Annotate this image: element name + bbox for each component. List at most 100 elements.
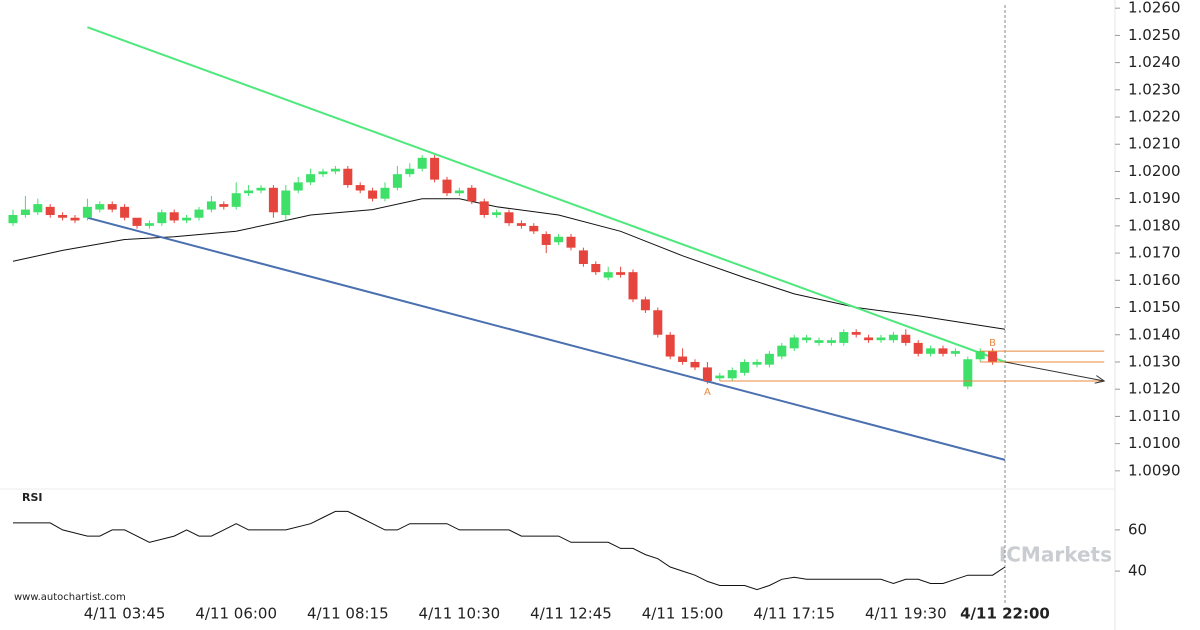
candle-body	[715, 375, 725, 379]
candle-body	[578, 250, 588, 264]
y-tick-label: 1.0140	[1128, 325, 1181, 343]
y-tick-label: 1.0250	[1128, 26, 1181, 44]
candle-body	[603, 272, 613, 278]
candle-body	[802, 337, 812, 341]
candle-body	[256, 187, 266, 191]
candle-body	[219, 204, 229, 207]
candle-body	[82, 206, 92, 218]
trendline	[87, 216, 1006, 461]
y-tick-label: 1.0100	[1128, 434, 1181, 452]
candle-body	[777, 345, 787, 357]
candle-body	[392, 174, 402, 188]
candle-body	[529, 225, 539, 232]
candle-body	[690, 361, 700, 368]
candle-body	[640, 299, 650, 311]
watermark: ICMarkets	[999, 543, 1112, 567]
candle-body	[492, 212, 502, 216]
candle-body	[231, 193, 241, 207]
x-tick-label: 4/11 03:45	[84, 605, 166, 623]
candle-body	[727, 370, 737, 379]
candle-body	[789, 337, 799, 349]
y-tick-label: 1.0260	[1128, 0, 1181, 17]
candle-body	[8, 215, 18, 224]
candle-body	[442, 179, 452, 194]
candle-body	[702, 367, 712, 382]
candle-body	[975, 351, 985, 360]
x-tick-label: 4/11 12:45	[530, 605, 612, 623]
candle-body	[107, 204, 117, 210]
y-tick-label: 1.0110	[1128, 407, 1181, 425]
candle-body	[950, 351, 960, 354]
x-tick-label: 4/11 06:00	[195, 605, 277, 623]
candle-body	[120, 206, 130, 218]
rsi-tick-label: 40	[1128, 562, 1147, 580]
x-tick-label: 4/11 08:15	[307, 605, 389, 623]
candle-body	[864, 337, 874, 341]
candle-body	[752, 361, 762, 365]
candle-body	[343, 168, 353, 186]
candle-body	[132, 217, 142, 226]
candle-body	[467, 187, 477, 202]
pattern-point-label: A	[704, 387, 711, 398]
candle-body	[45, 206, 55, 216]
candle-body	[430, 157, 440, 180]
candle-body	[839, 332, 849, 343]
candle-body	[380, 187, 390, 199]
candle-body	[368, 190, 378, 199]
rsi-tick-label: 60	[1128, 520, 1147, 538]
x-tick-label: 4/11 17:15	[753, 605, 835, 623]
candle-body	[566, 236, 576, 248]
candle-body	[814, 340, 824, 343]
candle-body	[988, 351, 998, 362]
candle-body	[454, 190, 464, 194]
candle-body	[616, 272, 626, 275]
candle-body	[306, 174, 316, 183]
candle-body	[901, 334, 911, 343]
candle-body	[70, 217, 80, 221]
y-tick-label: 1.0090	[1128, 461, 1181, 479]
y-tick-label: 1.0130	[1128, 352, 1181, 370]
candle-body	[293, 182, 303, 191]
y-tick-label: 1.0220	[1128, 108, 1181, 126]
candle-body	[938, 348, 948, 354]
candle-body	[417, 157, 427, 169]
candle-body	[330, 168, 340, 172]
candle-body	[58, 215, 68, 218]
candle-body	[554, 236, 564, 243]
candle-body	[963, 359, 973, 387]
candle-body	[541, 234, 551, 245]
candle-body	[182, 217, 192, 221]
candle-body	[628, 272, 638, 300]
source-credit: www.autochartist.com	[14, 592, 126, 603]
candle-body	[653, 310, 663, 335]
candle-body	[405, 168, 415, 175]
candle-body	[504, 212, 514, 224]
forecast-arrow	[1004, 361, 1104, 381]
y-tick-label: 1.0230	[1128, 80, 1181, 98]
candle-body	[591, 263, 601, 273]
candle-body	[33, 204, 43, 213]
y-tick-label: 1.0190	[1128, 189, 1181, 207]
x-tick-label: 4/11 15:00	[642, 605, 724, 623]
moving-average	[12, 198, 1006, 330]
y-tick-label: 1.0180	[1128, 216, 1181, 234]
y-tick-label: 1.0120	[1128, 380, 1181, 398]
trendline	[87, 26, 1006, 363]
candle-body	[95, 204, 105, 210]
candle-body	[157, 212, 167, 224]
x-tick-label: 4/11 19:30	[865, 605, 947, 623]
candle-body	[516, 223, 526, 226]
rsi-line	[13, 510, 1006, 591]
candle-body	[678, 356, 688, 362]
candle-body	[665, 334, 675, 357]
y-tick-label: 1.0170	[1128, 244, 1181, 262]
y-tick-label: 1.0150	[1128, 298, 1181, 316]
candle-body	[876, 337, 886, 341]
x-tick-label: 4/11 22:00	[960, 605, 1050, 623]
candle-body	[913, 342, 923, 354]
y-tick-label: 1.0200	[1128, 162, 1181, 180]
candle-body	[740, 361, 750, 373]
y-tick-label: 1.0240	[1128, 53, 1181, 71]
candle-body	[206, 201, 216, 210]
